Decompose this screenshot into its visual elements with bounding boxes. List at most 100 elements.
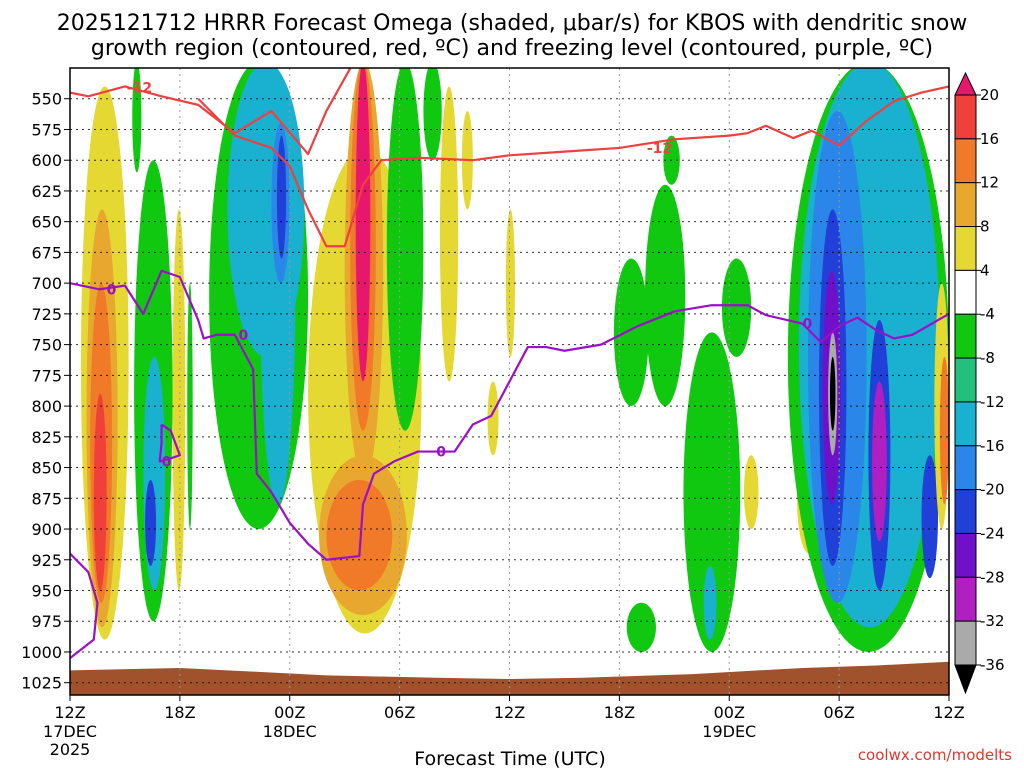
x-axis-title: Forecast Time (UTC) bbox=[414, 748, 605, 768]
omega-cell-26 bbox=[487, 381, 499, 456]
dgz-label-1: -12 bbox=[647, 141, 672, 157]
colorbar-label: 12 bbox=[980, 174, 999, 192]
dgz-contour-lower bbox=[197, 85, 949, 248]
colorbar-label: -32 bbox=[980, 612, 1005, 630]
y-tick-label: 875 bbox=[31, 489, 62, 508]
colorbar-label: 20 bbox=[980, 86, 999, 104]
colorbar-label: 16 bbox=[980, 130, 999, 148]
x-tick-label: 00Z bbox=[274, 703, 305, 722]
y-tick-label: 600 bbox=[31, 151, 62, 170]
omega-cell-30 bbox=[683, 332, 741, 652]
y-tick-label: 675 bbox=[31, 243, 62, 262]
y-tick-label: 775 bbox=[31, 366, 62, 385]
y-tick-label: 850 bbox=[31, 459, 62, 478]
omega-cell-31 bbox=[721, 258, 752, 357]
omega-cell-44 bbox=[872, 381, 887, 542]
contour-layer: -12 -12 0 0 0 0 0 bbox=[70, 68, 949, 659]
credit-text: coolwx.com/modelts bbox=[858, 746, 1012, 764]
omega-cell-32 bbox=[626, 602, 656, 652]
x-tick-label: 12Z bbox=[54, 703, 85, 722]
x-tick-label: 00Z bbox=[714, 703, 745, 722]
omega-cell-23 bbox=[439, 86, 459, 382]
colorbar-top-triangle bbox=[954, 71, 977, 96]
y-tick-label: 550 bbox=[31, 90, 62, 109]
colorbar-label: -36 bbox=[980, 656, 1005, 674]
y-tick-label: 800 bbox=[31, 397, 62, 416]
y-tick-label: 650 bbox=[31, 213, 62, 232]
y-tick-label: 725 bbox=[31, 305, 62, 324]
omega-cell-7 bbox=[145, 479, 157, 566]
x-tick-label: 18Z bbox=[164, 703, 195, 722]
y-tick-label: 575 bbox=[31, 120, 62, 139]
omega-cell-22 bbox=[423, 68, 442, 161]
colorbar-label: -8 bbox=[980, 349, 995, 367]
colorbar-label: -16 bbox=[980, 437, 1005, 455]
colorbar-box bbox=[954, 532, 977, 578]
colorbar-box bbox=[954, 401, 977, 447]
colorbar-bottom-triangle bbox=[954, 664, 977, 695]
freezing-level-contour-small bbox=[158, 423, 181, 463]
colorbar-box bbox=[954, 357, 977, 403]
dgz-label-0: -12 bbox=[127, 81, 152, 97]
freezing-label-2: 0 bbox=[436, 445, 446, 461]
colorbar-label: -20 bbox=[980, 481, 1005, 499]
y-tick-label: 625 bbox=[31, 182, 62, 201]
y-tick-label: 1000 bbox=[21, 643, 62, 662]
y-axis: 550 575 600 625 650 675 700 725 750 775 800 825 850 8… bbox=[21, 90, 70, 693]
omega-cell-6 bbox=[143, 356, 166, 591]
freezing-label-1: 0 bbox=[238, 328, 248, 344]
y-tick-label: 825 bbox=[31, 428, 62, 447]
omega-cell-21 bbox=[386, 68, 424, 431]
omega-cell-20 bbox=[355, 68, 371, 382]
colorbar-box bbox=[954, 94, 977, 140]
freezing-label-0: 0 bbox=[107, 282, 117, 298]
x-tick-label: 06Z bbox=[384, 703, 415, 722]
omega-cell-25 bbox=[505, 209, 515, 357]
y-tick-label: 925 bbox=[31, 551, 62, 570]
colorbar-box bbox=[954, 576, 977, 622]
colorbar: 20 16 12 8 4 -4 -8 -12 -16 -20 -24 -28 -32 -36 bbox=[954, 71, 1005, 695]
colorbar-label: -4 bbox=[980, 305, 995, 323]
colorbar-box bbox=[954, 620, 977, 666]
freezing-label-4: 0 bbox=[162, 454, 172, 470]
omega-cell-3 bbox=[93, 393, 107, 591]
chart-title-line-2: growth region (contoured, red, ºC) and f… bbox=[91, 36, 933, 61]
x-tick-label: 12Z bbox=[933, 703, 964, 722]
omega-cell-42 bbox=[829, 356, 836, 431]
freezing-level-contour bbox=[70, 269, 949, 561]
y-tick-label: 750 bbox=[31, 336, 62, 355]
x-tick-date: 18DEC bbox=[263, 722, 317, 741]
dgz-contour-upper bbox=[70, 68, 352, 156]
x-tick-date: 19DEC bbox=[702, 722, 756, 741]
colorbar-box bbox=[954, 138, 977, 184]
colorbar-label: 4 bbox=[980, 261, 990, 279]
colorbar-box bbox=[954, 313, 977, 359]
y-tick-label: 975 bbox=[31, 612, 62, 631]
colorbar-box bbox=[954, 269, 977, 315]
omega-cell-14 bbox=[276, 135, 287, 259]
omega-cell-27 bbox=[613, 258, 649, 407]
y-tick-label: 900 bbox=[31, 520, 62, 539]
omega-cell-47 bbox=[939, 356, 949, 505]
colorbar-label: -12 bbox=[980, 393, 1005, 411]
x-tick-label: 12Z bbox=[494, 703, 525, 722]
x-tick-label: 18Z bbox=[604, 703, 635, 722]
omega-cell-17 bbox=[326, 479, 393, 591]
colorbar-box bbox=[954, 226, 977, 271]
colorbar-label: 8 bbox=[980, 218, 990, 236]
freezing-label-3: 0 bbox=[803, 317, 813, 333]
chart-title-line-1: 2025121712 HRRR Forecast Omega (shaded, … bbox=[57, 11, 968, 36]
colorbar-label: -24 bbox=[980, 524, 1005, 542]
omega-cell-33 bbox=[703, 565, 717, 640]
y-tick-label: 700 bbox=[31, 274, 62, 293]
x-tick-date: 17DEC bbox=[43, 722, 97, 741]
omega-cell-34 bbox=[743, 455, 759, 530]
x-tick-year: 2025 bbox=[50, 740, 91, 759]
omega-cell-4 bbox=[132, 68, 142, 173]
colorbar-box bbox=[954, 182, 977, 228]
omega-cell-45 bbox=[921, 455, 939, 579]
colorbar-box bbox=[954, 445, 977, 491]
omega-cell-28 bbox=[645, 184, 686, 407]
